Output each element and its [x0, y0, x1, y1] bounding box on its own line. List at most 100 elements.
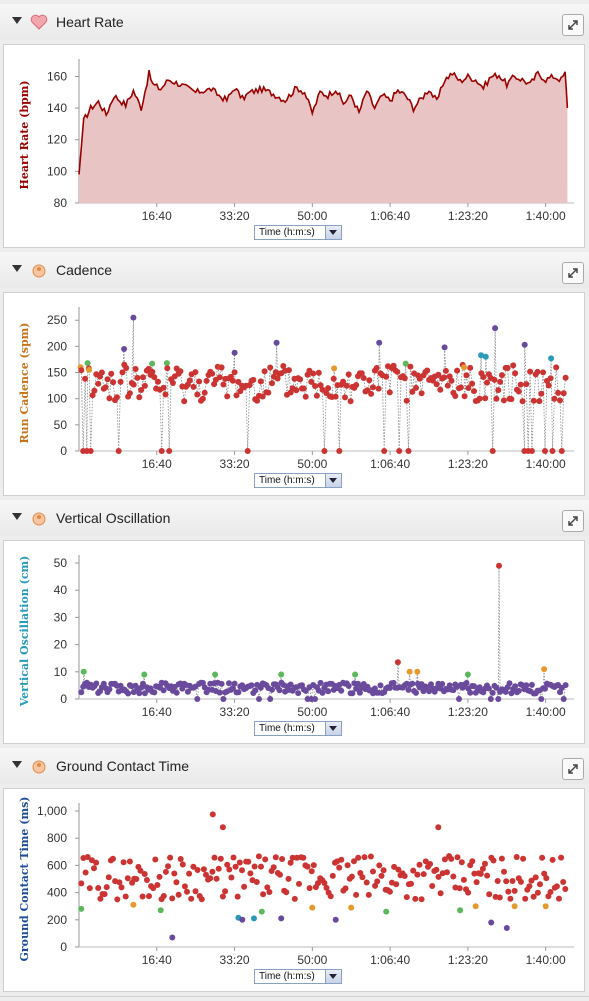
collapse-caret-icon[interactable]	[12, 513, 22, 520]
data-point	[232, 863, 239, 870]
chevron-down-icon[interactable]	[325, 474, 341, 487]
data-point	[165, 863, 171, 870]
data-point	[536, 398, 543, 405]
data-point	[315, 369, 322, 376]
data-point	[120, 859, 127, 866]
data-point	[480, 374, 487, 380]
data-point	[312, 696, 318, 702]
x-axis-select-value: Time (h:m:s)	[259, 475, 315, 486]
panel-title: Heart Rate	[56, 14, 124, 30]
chart-area: 0 50 100 150 200 250 16:40 33:20 50:00 1:06:40 1:2…	[3, 292, 585, 496]
panel-cadence: Cadence 0 50 100 150 200 250 16:40 33:20 50:00 1:…	[0, 252, 589, 496]
panel-header[interactable]: Ground Contact Time	[0, 748, 589, 784]
data-point	[549, 448, 556, 454]
data-point	[356, 689, 363, 696]
data-point	[342, 394, 348, 401]
data-point	[490, 857, 497, 864]
y-axis-title: Heart Rate (bpm)	[18, 80, 31, 189]
data-point	[212, 671, 219, 678]
data-point	[541, 870, 548, 877]
data-point	[499, 372, 505, 379]
data-point	[116, 879, 123, 886]
chevron-down-icon[interactable]	[325, 226, 341, 239]
data-point	[228, 874, 235, 881]
data-point	[169, 380, 176, 386]
data-point	[551, 395, 558, 402]
x-axis-select[interactable]: Time (h:m:s)	[254, 721, 342, 736]
y-tick-label: 600	[47, 858, 67, 872]
data-point	[194, 867, 201, 873]
chevron-down-icon[interactable]	[325, 970, 341, 983]
data-point	[209, 868, 216, 875]
panel-header[interactable]: Cadence	[0, 252, 589, 288]
data-point	[418, 390, 425, 397]
data-point	[394, 368, 401, 375]
panel-title: Vertical Oscillation	[56, 510, 171, 526]
data-point	[484, 872, 491, 879]
chevron-down-icon[interactable]	[325, 722, 341, 735]
data-point	[224, 861, 231, 868]
data-point	[413, 384, 419, 391]
data-point	[414, 871, 421, 878]
collapse-caret-icon[interactable]	[12, 17, 22, 24]
data-point	[139, 893, 146, 900]
expand-icon[interactable]	[562, 510, 584, 532]
data-point	[289, 854, 296, 861]
data-point	[177, 368, 184, 375]
data-point	[327, 893, 334, 900]
data-point	[291, 895, 298, 902]
x-tick-label: 33:20	[220, 457, 250, 471]
data-point	[95, 380, 102, 387]
data-point	[523, 682, 530, 689]
collapse-caret-icon[interactable]	[12, 265, 22, 272]
data-point	[437, 386, 444, 393]
data-point	[93, 859, 100, 866]
data-point	[235, 378, 242, 385]
data-point	[402, 360, 409, 367]
expand-icon[interactable]	[562, 14, 584, 36]
data-point	[352, 671, 359, 678]
data-point	[251, 915, 257, 922]
data-point	[510, 362, 517, 369]
collapse-caret-icon[interactable]	[12, 761, 22, 768]
data-point	[310, 862, 317, 869]
x-axis-select[interactable]: Time (h:m:s)	[254, 225, 342, 240]
x-axis-select[interactable]: Time (h:m:s)	[254, 969, 342, 984]
data-point	[442, 367, 449, 374]
data-point	[184, 688, 191, 695]
chart-area: 0 200 400 600 800 1,000 16:40 33:20 50:00 1:06:40…	[3, 788, 585, 992]
data-point	[321, 880, 328, 886]
panel-header[interactable]: Heart Rate	[0, 4, 589, 40]
cadence-chart: 0 50 100 150 200 250 16:40 33:20 50:00 1:06:40 1:2…	[18, 307, 574, 471]
y-tick-label: 150	[47, 366, 67, 380]
data-point	[412, 895, 419, 902]
data-point	[538, 696, 545, 702]
data-point	[124, 875, 131, 882]
data-point	[248, 682, 255, 689]
data-point	[502, 688, 509, 695]
data-point	[91, 387, 98, 394]
expand-icon[interactable]	[562, 758, 584, 780]
panel-header[interactable]: Vertical Oscillation	[0, 500, 589, 536]
x-tick-label: 1:40:00	[526, 209, 566, 223]
data-point	[269, 686, 275, 693]
data-point	[407, 363, 414, 370]
data-point	[151, 374, 158, 381]
data-point	[373, 365, 380, 371]
data-point	[408, 880, 414, 887]
data-point	[454, 367, 461, 374]
data-point	[496, 894, 503, 901]
x-axis-select[interactable]: Time (h:m:s)	[254, 473, 342, 488]
data-point	[230, 854, 237, 861]
data-point	[401, 375, 408, 382]
data-point	[532, 874, 539, 881]
data-point	[300, 854, 307, 861]
data-point	[194, 391, 201, 398]
data-point	[370, 384, 376, 391]
expand-icon[interactable]	[562, 262, 584, 284]
data-point	[211, 854, 218, 861]
data-point	[523, 381, 530, 388]
data-point	[548, 355, 555, 362]
data-point	[86, 885, 93, 892]
data-point	[136, 690, 143, 697]
